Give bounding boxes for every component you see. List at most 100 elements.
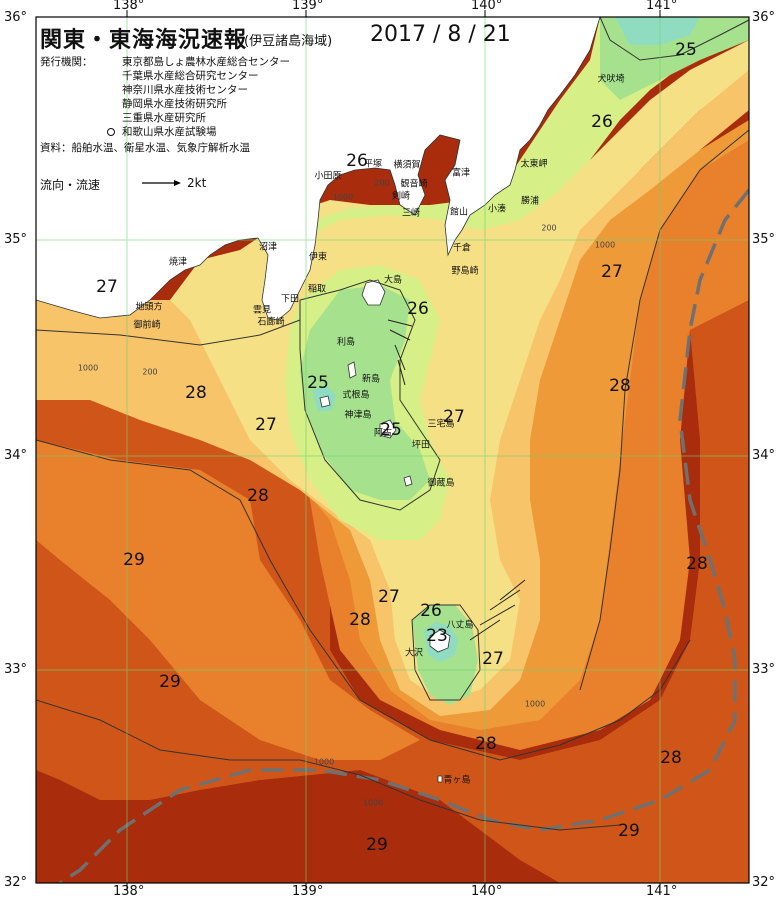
current-legend-scale: 2kt bbox=[187, 176, 207, 190]
lon-tick-bottom-138: 138° bbox=[113, 884, 145, 899]
lat-tick-right-33: 33° bbox=[752, 662, 776, 677]
sst-band-25 bbox=[300, 285, 430, 500]
lon-tick-bottom-139: 139° bbox=[292, 884, 324, 899]
lon-tick-bottom-140: 140° bbox=[471, 884, 503, 899]
place-label: 青ヶ島 bbox=[443, 775, 471, 786]
temperature-label: 27 bbox=[378, 587, 400, 607]
place-label: 大島 bbox=[383, 275, 403, 286]
place-label: 稲取 bbox=[307, 284, 327, 295]
temperature-label: 27 bbox=[96, 277, 118, 297]
depth-contour-label: 1000 bbox=[362, 798, 384, 808]
lat-tick-right-34: 34° bbox=[752, 448, 776, 463]
depth-contour-label: 1000 bbox=[594, 240, 616, 250]
sst-band-27-inner bbox=[170, 40, 749, 700]
place-label: 大沢 bbox=[404, 648, 424, 659]
temperature-label: 27 bbox=[443, 407, 465, 427]
temperature-label: 29 bbox=[123, 550, 145, 570]
place-label: 雲見 bbox=[252, 305, 272, 316]
land-izu-oshima bbox=[361, 279, 386, 306]
place-label: 野島崎 bbox=[451, 266, 479, 277]
depth-contour-label: 200 bbox=[374, 178, 390, 188]
place-label: 三宅島 bbox=[427, 419, 455, 430]
temperature-label: 25 bbox=[380, 420, 402, 440]
map-date: 2017 / 8 / 21 bbox=[370, 22, 511, 47]
place-label: 石廊崎 bbox=[257, 317, 285, 328]
place-label: 阿古 bbox=[373, 428, 393, 439]
current-arrows bbox=[387, 319, 526, 641]
issuers-label: 発行機関： bbox=[40, 56, 93, 68]
place-label: 八丈島 bbox=[446, 620, 474, 631]
place-label: 新島 bbox=[361, 374, 381, 385]
lon-tick-top-138: 138° bbox=[113, 0, 145, 13]
place-label: 三崎 bbox=[401, 208, 421, 219]
lat-tick-left-32: 32° bbox=[4, 875, 28, 890]
temperature-label: 29 bbox=[159, 672, 181, 692]
issuer-2: 神奈川県水産技術センター bbox=[122, 84, 248, 96]
temperature-label: 27 bbox=[255, 415, 277, 435]
place-label: 坪田 bbox=[411, 440, 431, 451]
place-label: 小田原 bbox=[314, 171, 342, 182]
depth-contour-label: 1000 bbox=[524, 699, 546, 709]
land-honshu bbox=[36, 17, 601, 321]
temperature-label: 28 bbox=[185, 383, 207, 403]
depth-contour-label: 1000 bbox=[313, 757, 335, 767]
temperature-label: 28 bbox=[247, 486, 269, 506]
current-legend-label: 流向・流速 bbox=[40, 178, 101, 192]
lat-tick-left-33: 33° bbox=[4, 662, 28, 677]
place-label: 小湊 bbox=[487, 204, 507, 215]
place-label: 沼津 bbox=[258, 242, 278, 253]
temperature-label: 25 bbox=[675, 40, 697, 60]
data-source: 資料：船舶水温、衛星水温、気象庁解析水温 bbox=[40, 142, 250, 154]
place-label: 利島 bbox=[336, 337, 356, 348]
temperature-label: 27 bbox=[482, 649, 504, 669]
lat-tick-right-35: 35° bbox=[752, 232, 776, 247]
land-miyakejima bbox=[379, 419, 397, 439]
lon-tick-top-140: 140° bbox=[471, 0, 503, 13]
lat-tick-left-36: 36° bbox=[4, 10, 28, 25]
place-label: 館山 bbox=[449, 207, 469, 218]
issuer-3: 静岡県水産技術研究所 bbox=[122, 98, 227, 110]
temperature-label: 28 bbox=[660, 748, 682, 768]
place-label: 下田 bbox=[280, 294, 300, 305]
temperature-label: 28 bbox=[609, 376, 631, 396]
temperature-label: 29 bbox=[618, 821, 640, 841]
temperature-label: 28 bbox=[686, 554, 708, 574]
place-label: 御前崎 bbox=[133, 320, 161, 331]
issuer-4: 三重県水産研究所 bbox=[122, 112, 206, 124]
place-label: 剣崎 bbox=[391, 191, 411, 202]
lat-tick-right-32: 32° bbox=[752, 875, 776, 890]
land-kozushima bbox=[319, 395, 331, 408]
map-title: 関東・東海海況速報 bbox=[40, 28, 248, 53]
land-aogashima bbox=[437, 775, 443, 783]
temperature-label: 26 bbox=[420, 601, 442, 621]
lon-tick-bottom-141: 141° bbox=[646, 884, 678, 899]
land-mikurajima bbox=[403, 475, 413, 487]
place-label: 富津 bbox=[451, 168, 471, 179]
temperature-label: 28 bbox=[349, 610, 371, 630]
issuer-1: 千葉県水産総合研究センター bbox=[122, 70, 259, 82]
lon-tick-top-141: 141° bbox=[646, 0, 678, 13]
depth-contour-label: 1000 bbox=[332, 192, 354, 202]
temperature-label: 27 bbox=[601, 262, 623, 282]
place-label: 横須賀 bbox=[393, 160, 421, 171]
place-label: 千倉 bbox=[452, 243, 472, 254]
temperature-label: 26 bbox=[346, 151, 368, 171]
lat-tick-left-35: 35° bbox=[4, 232, 28, 247]
land-niijima bbox=[347, 361, 357, 379]
place-label: 太東岬 bbox=[520, 159, 548, 170]
temperature-label: 28 bbox=[475, 734, 497, 754]
place-label: 犬吠埼 bbox=[597, 74, 625, 85]
circle-marker-icon bbox=[107, 128, 115, 136]
current-legend-arrow bbox=[142, 180, 181, 186]
lon-tick-top-139: 139° bbox=[292, 0, 324, 13]
place-label: 平塚 bbox=[363, 159, 383, 170]
temperature-label: 26 bbox=[591, 112, 613, 132]
temperature-label: 26 bbox=[407, 299, 429, 319]
temperature-label: 25 bbox=[307, 373, 329, 393]
sst-band-28-west bbox=[36, 440, 420, 760]
lat-tick-left-34: 34° bbox=[4, 448, 28, 463]
place-label: 観音崎 bbox=[400, 179, 428, 190]
temperature-label: 29 bbox=[366, 835, 388, 855]
depth-contour-label: 200 bbox=[541, 223, 557, 233]
